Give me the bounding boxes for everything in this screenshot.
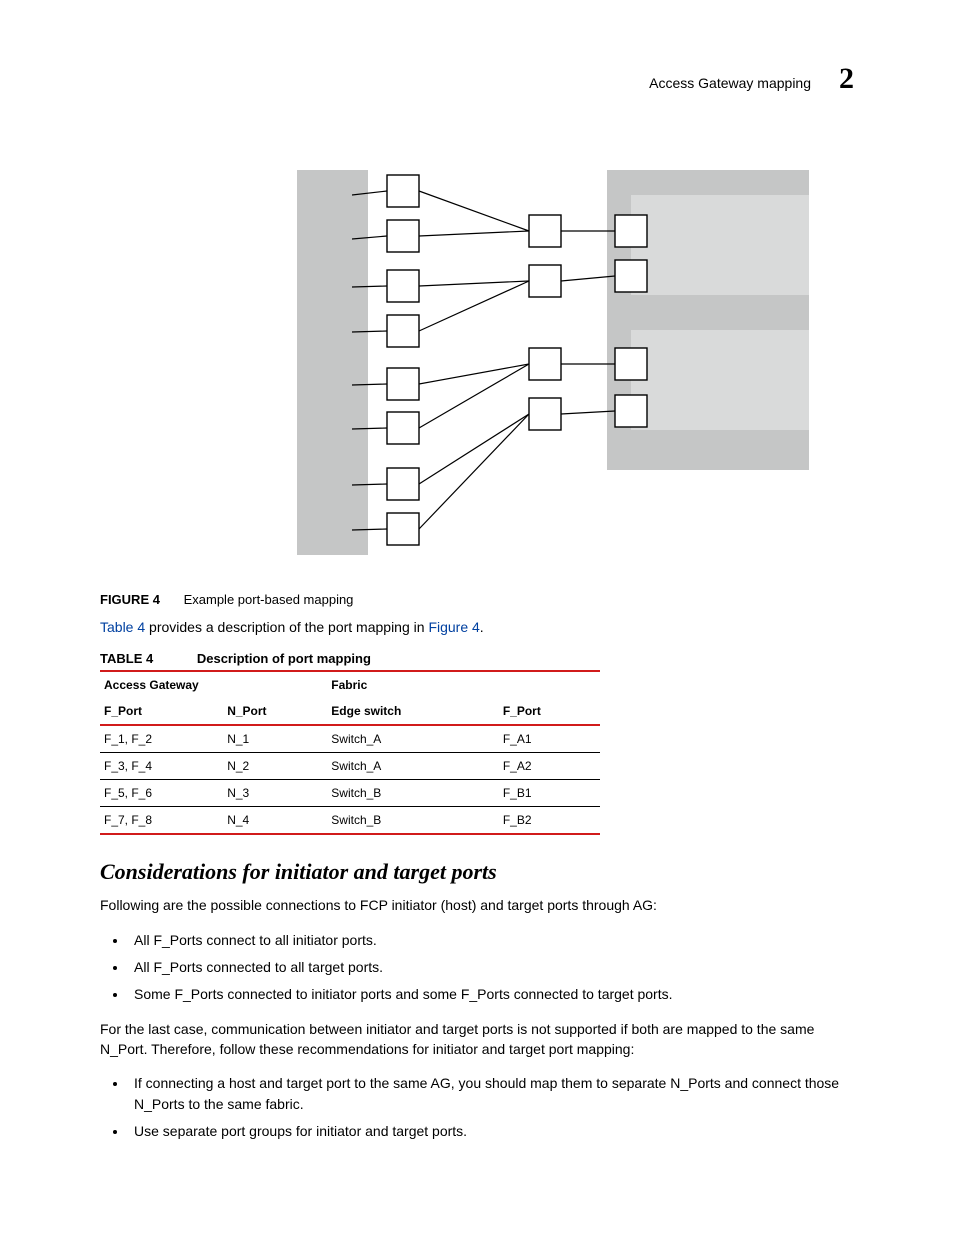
page-header: Access Gateway mapping 2 xyxy=(649,62,854,96)
table-cell: F_3, F_4 xyxy=(100,753,223,780)
header-section-title: Access Gateway mapping xyxy=(649,75,811,91)
table-cell: F_7, F_8 xyxy=(100,807,223,835)
table-cell: Switch_A xyxy=(327,753,499,780)
table-cell: Switch_A xyxy=(327,725,499,753)
table-group-header: Fabric xyxy=(327,671,600,698)
table-caption: TABLE 4 Description of port mapping xyxy=(100,651,854,666)
port-mapping-table: Access GatewayFabricF_PortN_PortEdge swi… xyxy=(100,670,600,835)
table-cell: F_A1 xyxy=(499,725,600,753)
table-cell: N_1 xyxy=(223,725,327,753)
section-para1: Following are the possible connections t… xyxy=(100,895,854,915)
table-cell: Switch_B xyxy=(327,807,499,835)
table-cell: F_1, F_2 xyxy=(100,725,223,753)
table-cell: N_4 xyxy=(223,807,327,835)
table-column-header: F_Port xyxy=(499,698,600,725)
figure-caption: FIGURE 4 Example port-based mapping xyxy=(100,592,854,607)
bullet-item: Use separate port groups for initiator a… xyxy=(128,1121,854,1142)
table-row: F_7, F_8N_4Switch_BF_B2 xyxy=(100,807,600,835)
section-heading: Considerations for initiator and target … xyxy=(100,859,854,885)
figure-caption-text: Example port-based mapping xyxy=(184,592,354,607)
bullet-item: All F_Ports connected to all target port… xyxy=(128,957,854,978)
table-column-header: F_Port xyxy=(100,698,223,725)
link-table4[interactable]: Table 4 xyxy=(100,619,145,635)
link-figure4[interactable]: Figure 4 xyxy=(428,619,479,635)
table-group-header: Access Gateway xyxy=(100,671,327,698)
table-cell: F_B2 xyxy=(499,807,600,835)
table-label: TABLE 4 xyxy=(100,651,153,666)
table-row: F_3, F_4N_2Switch_AF_A2 xyxy=(100,753,600,780)
table-row: F_5, F_6N_3Switch_BF_B1 xyxy=(100,780,600,807)
table-caption-text: Description of port mapping xyxy=(197,651,371,666)
table-cell: F_B1 xyxy=(499,780,600,807)
bullet-item: Some F_Ports connected to initiator port… xyxy=(128,984,854,1005)
figure-label: FIGURE 4 xyxy=(100,592,160,607)
header-chapter-number: 2 xyxy=(839,62,854,96)
table-cell: Switch_B xyxy=(327,780,499,807)
table-cell: N_2 xyxy=(223,753,327,780)
table-column-header: N_Port xyxy=(223,698,327,725)
bullet-item: All F_Ports connect to all initiator por… xyxy=(128,930,854,951)
bullet-list-1: All F_Ports connect to all initiator por… xyxy=(100,930,854,1005)
table-cell: F_A2 xyxy=(499,753,600,780)
bullet-item: If connecting a host and target port to … xyxy=(128,1073,854,1115)
table-cell: N_3 xyxy=(223,780,327,807)
intro-paragraph: Table 4 provides a description of the po… xyxy=(100,617,854,637)
table-row: F_1, F_2N_1Switch_AF_A1 xyxy=(100,725,600,753)
bullet-list-2: If connecting a host and target port to … xyxy=(100,1073,854,1142)
section-para2: For the last case, communication between… xyxy=(100,1019,854,1060)
table-cell: F_5, F_6 xyxy=(100,780,223,807)
table-column-header: Edge switch xyxy=(327,698,499,725)
port-mapping-diagram xyxy=(297,170,809,555)
